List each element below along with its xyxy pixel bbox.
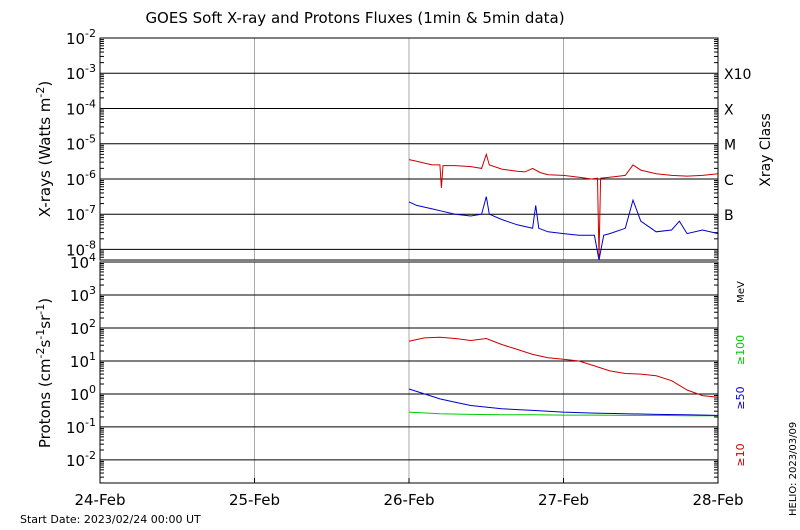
y-tick-label: 100 — [70, 383, 96, 404]
panel-frame — [99, 37, 719, 261]
xray-class-label: X10 — [724, 67, 751, 83]
xray-class-label: M — [724, 138, 736, 154]
x-tick-label: 27-Feb — [538, 491, 589, 509]
helio-stamp: HELIO: 2023/03/09 — [788, 422, 799, 516]
xray-class-label: C — [724, 173, 734, 189]
y-tick-label: 102 — [70, 317, 96, 338]
y-tick-label: 10-5 — [66, 133, 96, 154]
y-tick-label: 10-2 — [66, 449, 96, 470]
start-date-label: Start Date: 2023/02/24 00:00 UT — [20, 513, 201, 526]
proton-panel: 10-2 10-1 100 101 102 103 104 Protons (cm-2s-1s… — [34, 251, 747, 484]
x-tick-label: 24-Feb — [74, 491, 125, 509]
xray-panel: 10-8 10-7 10-6 10-5 10-4 10-3 10-2 X-rays (Watt… — [34, 27, 774, 261]
y-tick-label: 10-3 — [66, 62, 96, 83]
y-tick-label: 103 — [70, 284, 96, 305]
x-axis-ticks: 24-Feb 25-Feb 26-Feb 27-Feb 28-Feb — [74, 478, 744, 509]
y-tick-label: 10-1 — [66, 416, 96, 437]
xray-class-axis-label: Xray Class — [758, 113, 774, 187]
energy-channel-label: ≥50 — [734, 386, 747, 409]
chart-title: GOES Soft X-ray and Protons Fluxes (1min… — [145, 9, 564, 27]
energy-unit-label: MeV — [736, 281, 747, 303]
series-line-0 — [408, 411, 718, 417]
xray-class-label: X — [724, 102, 734, 118]
y-tick-label: 10-4 — [66, 97, 96, 118]
y-tick-label: 10-8 — [66, 238, 96, 259]
proton-y-axis-label: Protons (cm-2s-1sr-1) — [34, 298, 54, 448]
series-line-2 — [408, 336, 719, 398]
xray-y-axis-label: X-rays (Watts m-2) — [34, 81, 54, 217]
y-tick-label: 10-6 — [66, 168, 96, 189]
y-tick-label: 104 — [70, 251, 96, 272]
energy-channel-label: ≥100 — [734, 335, 747, 365]
series-line-1 — [408, 196, 719, 261]
energy-channel-label: ≥10 — [734, 443, 747, 466]
series-line-0 — [408, 152, 719, 257]
x-tick-label: 26-Feb — [383, 491, 434, 509]
xray-class-label: B — [724, 208, 734, 224]
y-tick-label: 101 — [70, 350, 96, 371]
y-tick-label: 10-7 — [66, 203, 96, 224]
series-line-1 — [408, 388, 719, 416]
y-tick-label: 10-2 — [66, 27, 96, 48]
x-tick-label: 28-Feb — [692, 491, 743, 509]
x-tick-label: 25-Feb — [229, 491, 280, 509]
